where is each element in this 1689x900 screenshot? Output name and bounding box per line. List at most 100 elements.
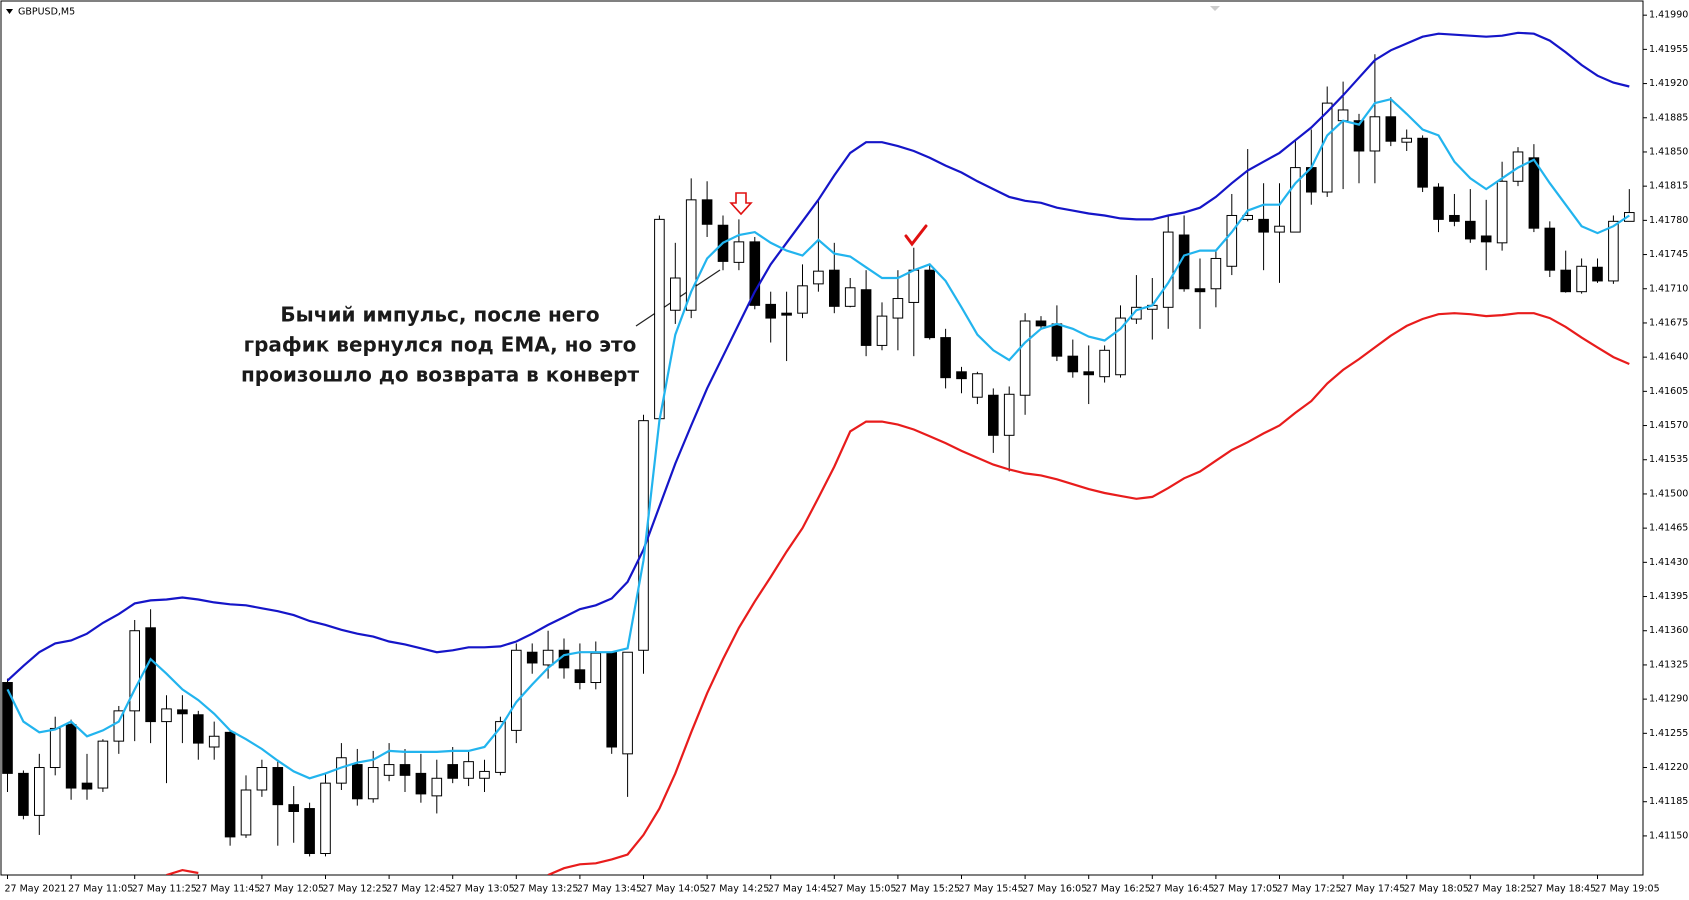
indicator-line bbox=[547, 312, 1630, 875]
candle-body bbox=[81, 782, 93, 790]
y-tick-label: 1.41955 bbox=[1649, 44, 1688, 55]
candle-body bbox=[336, 757, 347, 784]
y-tick-label: 1.41185 bbox=[1649, 796, 1688, 807]
candle-body bbox=[1194, 288, 1206, 293]
candle-body bbox=[288, 804, 299, 812]
candle-body bbox=[1115, 317, 1126, 376]
candle-body bbox=[2, 682, 13, 774]
x-tick-label: 27 May 11:05 bbox=[68, 884, 133, 895]
candle-body bbox=[781, 312, 792, 316]
candle-body bbox=[733, 241, 745, 263]
candle-body bbox=[526, 651, 538, 664]
candle-body bbox=[622, 651, 633, 755]
y-tick-label: 1.41465 bbox=[1649, 523, 1688, 534]
candle-body bbox=[256, 767, 268, 791]
x-tick-label: 27 May 12:25 bbox=[323, 884, 388, 895]
candle-body bbox=[224, 731, 236, 838]
candle-body bbox=[654, 218, 665, 420]
candle-body bbox=[1051, 323, 1063, 357]
x-tick-label: 27 May 15:45 bbox=[959, 884, 1024, 895]
candle-body bbox=[1592, 266, 1603, 282]
candle-body bbox=[813, 270, 824, 285]
x-tick-label: 27 May 12:45 bbox=[386, 884, 451, 895]
plot-marks bbox=[2, 31, 1635, 875]
candle-body bbox=[844, 287, 856, 307]
candle-body bbox=[129, 630, 140, 712]
candle-body bbox=[1449, 214, 1460, 222]
indicator-line bbox=[166, 868, 199, 875]
menu-triangle bbox=[6, 9, 13, 14]
candle-body bbox=[1290, 167, 1301, 233]
candle-body bbox=[495, 721, 506, 773]
y-tick-label: 1.41220 bbox=[1649, 762, 1688, 773]
candle-body bbox=[479, 770, 490, 779]
y-tick-label: 1.41920 bbox=[1649, 78, 1688, 89]
y-tick-label: 1.41360 bbox=[1649, 625, 1688, 636]
candle-body bbox=[1544, 227, 1556, 271]
shift-marker bbox=[1210, 6, 1220, 11]
candle-body bbox=[574, 669, 586, 684]
candle-body bbox=[1560, 269, 1572, 293]
x-tick-label: 27 May 16:05 bbox=[1022, 884, 1087, 895]
candle-body bbox=[161, 708, 172, 723]
annotation: график вернулся под EMA, но это bbox=[244, 333, 637, 357]
candle-body bbox=[860, 289, 872, 346]
indicator-line bbox=[6, 97, 1630, 780]
y-tick-label: 1.41535 bbox=[1649, 454, 1688, 465]
candle-body bbox=[797, 285, 808, 314]
y-tick-label: 1.41780 bbox=[1649, 215, 1688, 226]
candle-body bbox=[447, 764, 458, 779]
y-tick-label: 1.41500 bbox=[1649, 488, 1688, 499]
candle-body bbox=[1624, 212, 1635, 222]
candle-body bbox=[113, 710, 125, 742]
candle-body bbox=[1528, 157, 1540, 229]
candle-body bbox=[1496, 180, 1508, 244]
candle-body bbox=[383, 764, 395, 776]
x-tick-label: 27 May 13:25 bbox=[513, 884, 578, 895]
candle-body bbox=[1274, 225, 1285, 233]
plot-frame bbox=[0, 0, 1644, 876]
y-tick-label: 1.41430 bbox=[1649, 557, 1688, 568]
candle-body bbox=[1003, 393, 1015, 436]
x-tick-label: 27 May 18:25 bbox=[1467, 884, 1532, 895]
candle-body bbox=[1131, 306, 1142, 320]
candle-body bbox=[511, 649, 522, 731]
candle-body bbox=[1099, 349, 1110, 378]
candle-body bbox=[1417, 137, 1428, 188]
x-tick-label: 27 May 11:45 bbox=[195, 884, 260, 895]
candle-body bbox=[892, 298, 904, 319]
x-tick-label: 27 May 15:05 bbox=[831, 884, 896, 895]
chart-title: GBPUSD,M5 bbox=[18, 7, 75, 18]
candle-body bbox=[34, 767, 45, 816]
y-tick-label: 1.41745 bbox=[1649, 249, 1688, 260]
candle-body bbox=[1226, 214, 1238, 267]
candle-body bbox=[1083, 371, 1095, 376]
candle-body bbox=[685, 199, 697, 311]
down-arrow-icon bbox=[729, 192, 753, 216]
candle-body bbox=[97, 740, 109, 789]
y-tick-label: 1.41710 bbox=[1649, 283, 1688, 294]
x-tick-label: 27 May 17:05 bbox=[1213, 884, 1278, 895]
y-tick-label: 1.41850 bbox=[1649, 146, 1688, 157]
candle-body bbox=[940, 337, 951, 379]
candle-body bbox=[1067, 355, 1079, 373]
candle-body bbox=[320, 782, 331, 855]
candle-body bbox=[606, 651, 618, 748]
candle-body bbox=[956, 371, 967, 380]
candle-body bbox=[415, 772, 427, 795]
candle-body bbox=[1210, 257, 1222, 290]
candle-body bbox=[65, 724, 77, 789]
candle-body bbox=[908, 269, 920, 303]
x-tick-label: 27 May 17:45 bbox=[1340, 884, 1405, 895]
candle-body bbox=[463, 761, 474, 779]
candle-body bbox=[145, 627, 156, 723]
x-tick-label: 27 May 16:45 bbox=[1149, 884, 1214, 895]
candle-body bbox=[1035, 320, 1047, 327]
x-tick-label: 27 May 17:25 bbox=[1277, 884, 1342, 895]
y-tick-label: 1.41150 bbox=[1649, 830, 1688, 841]
candle-body bbox=[1608, 220, 1619, 282]
x-tick-label: 27 May 2021 bbox=[5, 884, 67, 895]
indicator-line bbox=[6, 31, 1630, 682]
candle-body bbox=[876, 315, 888, 346]
candle-body bbox=[1480, 235, 1492, 243]
